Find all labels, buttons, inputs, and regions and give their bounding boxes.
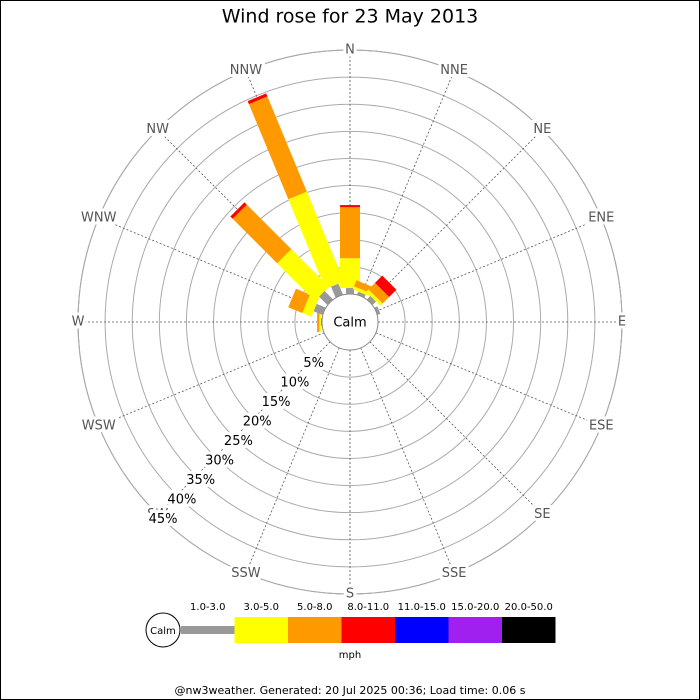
legend-swatch <box>234 617 288 643</box>
ring-label: 35% <box>186 473 215 488</box>
ring-label: 40% <box>167 493 196 508</box>
spoke <box>375 217 602 312</box>
bar-segment <box>232 204 292 264</box>
direction-label: SW <box>147 507 168 522</box>
direction-label: ENE <box>588 210 614 225</box>
spoke <box>369 341 543 515</box>
direction-label: SSE <box>442 566 467 581</box>
direction-label: N <box>345 43 355 58</box>
ring-label: 10% <box>280 376 309 391</box>
bar-segment <box>288 288 310 314</box>
spoke <box>369 129 543 303</box>
ring-label: 30% <box>205 454 234 469</box>
bar-segment <box>248 96 307 200</box>
spoke <box>245 347 340 574</box>
spoke <box>375 332 602 427</box>
ring-label: 15% <box>262 395 291 410</box>
direction-label: WNW <box>81 210 117 225</box>
grid-ring <box>77 49 623 595</box>
direction-label: NNE <box>440 63 468 78</box>
direction-label: SSW <box>231 566 261 581</box>
bar-segment <box>340 258 360 289</box>
direction-label: NE <box>533 122 551 137</box>
bar-segment <box>374 275 397 298</box>
spoke <box>98 217 325 312</box>
bar-segment <box>366 289 383 306</box>
bar-segment <box>374 306 381 315</box>
legend-label: 5.0-8.0 <box>297 602 332 613</box>
calm-circle <box>321 293 379 351</box>
ring-label: 5% <box>303 356 324 371</box>
bar-segment <box>368 282 390 304</box>
legend-swatch <box>288 617 342 643</box>
bar-segment <box>340 207 360 259</box>
spoke <box>157 341 331 515</box>
bar-segment <box>288 191 344 289</box>
direction-bars <box>247 93 344 298</box>
direction-bars <box>230 202 334 306</box>
legend-calm <box>145 612 181 648</box>
legend-swatch <box>395 617 449 643</box>
direction-label: NW <box>146 122 169 137</box>
legend-label: 1.0-3.0 <box>190 602 225 613</box>
ring-label: 45% <box>149 512 178 527</box>
ring-label: 20% <box>243 415 272 430</box>
spoke <box>360 70 455 297</box>
grid-ring <box>185 157 515 487</box>
legend-swatch <box>448 617 502 643</box>
legend-label: 3.0-5.0 <box>244 602 279 613</box>
legend-label: 8.0-11.0 <box>347 602 389 613</box>
footer: @nw3weather. Generated: 20 Jul 2025 00:3… <box>175 684 526 697</box>
spoke <box>98 332 325 427</box>
bar-segment <box>317 312 320 332</box>
bar-segment <box>319 312 321 332</box>
direction-label: SE <box>534 507 550 522</box>
legend-swatch <box>341 617 395 643</box>
bar-segment <box>357 291 366 298</box>
grid-ring <box>158 130 542 514</box>
ring-label: 25% <box>224 434 253 449</box>
bar-segment <box>277 249 329 301</box>
legend-swatch <box>181 626 235 634</box>
bar-segment <box>230 202 247 219</box>
direction-label: W <box>72 315 85 330</box>
legend-label: 20.0-50.0 <box>505 602 553 613</box>
bar-segment <box>331 283 343 298</box>
bar-segment <box>346 288 354 294</box>
bar-segment <box>366 295 377 306</box>
spoke <box>360 347 455 574</box>
direction-label: ESE <box>589 419 614 434</box>
direction-bars <box>366 275 397 306</box>
direction-bars <box>374 306 381 315</box>
legend-calm-label: Calm <box>150 626 176 637</box>
direction-label: S <box>346 587 354 602</box>
direction-label: E <box>618 315 626 330</box>
legend-unit: mph <box>339 650 361 661</box>
legend-label: 11.0-15.0 <box>398 602 446 613</box>
bar-segment <box>318 290 334 306</box>
direction-label: WSW <box>82 419 116 434</box>
chart-title: Wind rose for 23 May 2013 <box>222 6 479 28</box>
bar-segment <box>247 93 268 105</box>
legend-label: 15.0-20.0 <box>451 602 499 613</box>
bar-segment <box>340 205 360 208</box>
legend-swatch <box>502 617 556 643</box>
bar-segment <box>313 303 326 315</box>
calm-label: Calm <box>333 316 366 331</box>
bar-segment <box>352 286 373 297</box>
direction-label: NNW <box>230 63 262 78</box>
direction-bars <box>340 205 360 294</box>
